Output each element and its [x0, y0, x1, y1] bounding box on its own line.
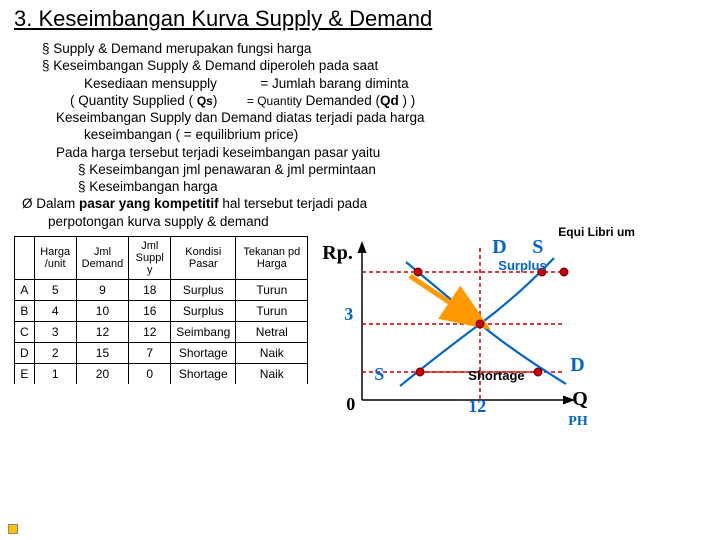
cell: 10: [76, 301, 129, 322]
qs-a: ( Quantity Supplied (: [70, 93, 193, 108]
arp-c: hal tersebut terjadi pada: [219, 196, 368, 211]
lbl-shortage: Shortage: [468, 368, 524, 383]
lbl-s-bottom: S: [374, 364, 384, 385]
hdr-1: Jml Demand: [76, 237, 129, 280]
cell: 2: [34, 343, 76, 364]
qs-e: ) ): [399, 93, 416, 108]
cell: 3: [34, 322, 76, 343]
qs-label: Qs: [197, 94, 213, 108]
cell: 15: [76, 343, 129, 364]
sub-b: = Jumlah barang diminta: [260, 76, 408, 91]
row-lbl: D: [15, 343, 35, 364]
cell: 12: [76, 322, 129, 343]
hdr-4: Tekanan pd Harga: [236, 237, 308, 280]
table-row: A 5 9 18 Surplus Turun: [15, 280, 308, 301]
cell: 9: [76, 280, 129, 301]
cell: 20: [76, 364, 129, 385]
cell: 5: [34, 280, 76, 301]
footer-marker-icon: [8, 524, 18, 534]
table-header-row: Harga /unit Jml Demand Jml Suppl y Kondi…: [15, 237, 308, 280]
lbl-rp: Rp.: [322, 242, 353, 265]
row-lbl: B: [15, 301, 35, 322]
cell: 7: [129, 343, 171, 364]
arp-b: pasar yang kompetitif: [79, 196, 219, 211]
row-lbl: E: [15, 364, 35, 385]
qs-d: Demanded (: [302, 93, 380, 108]
cell: Shortage: [171, 343, 236, 364]
bullet-3: Keseimbangan jml penawaran & jml permint…: [92, 161, 706, 178]
row-lbl: A: [15, 280, 35, 301]
bullet-2: Keseimbangan Supply & Demand diperoleh p…: [56, 57, 706, 74]
arp-a: Dalam: [36, 196, 79, 211]
cell: 0: [129, 364, 171, 385]
lbl-d-top: D: [492, 236, 506, 259]
qs-c: = Quantity: [247, 94, 302, 108]
cell: Netral: [236, 322, 308, 343]
subline-qs: ( Quantity Supplied ( Qs) = Quantity Dem…: [70, 92, 706, 109]
cell: Shortage: [171, 364, 236, 385]
cell: 1: [34, 364, 76, 385]
lbl-three: 3: [344, 304, 353, 325]
lbl-ph: PH: [568, 414, 587, 430]
hdr-2: Jml Suppl y: [129, 237, 171, 280]
cell: Naik: [236, 343, 308, 364]
cell: Turun: [236, 280, 308, 301]
para-eq2: keseimbangan ( = equilibrium price): [84, 126, 706, 143]
bullet-4: Keseimbangan harga: [92, 178, 706, 195]
table-row: B 4 10 16 Surplus Turun: [15, 301, 308, 322]
para-eq3: Pada harga tersebut terjadi keseimbangan…: [56, 144, 706, 161]
hdr-blank: [15, 237, 35, 280]
chart-svg: [314, 236, 594, 432]
lbl-q: Q: [572, 388, 588, 411]
cell: Surplus: [171, 301, 236, 322]
lbl-zero: 0: [346, 394, 355, 415]
qd-label: Qd: [380, 93, 399, 108]
para-eq1: Keseimbangan Supply dan Demand diatas te…: [56, 109, 706, 126]
hdr-3: Kondisi Pasar: [171, 237, 236, 280]
sub-a: Kesediaan mensupply: [84, 76, 217, 91]
cell: Naik: [236, 364, 308, 385]
supply-demand-chart: Rp. D S Equi Libri um Surplus 3 S D Shor…: [314, 236, 594, 432]
cell: Surplus: [171, 280, 236, 301]
table-row: C 3 12 12 Seimbang Netral: [15, 322, 308, 343]
cell: Turun: [236, 301, 308, 322]
data-table: Harga /unit Jml Demand Jml Suppl y Kondi…: [14, 236, 308, 384]
qs-b: ): [213, 93, 218, 108]
bullet-1: Supply & Demand merupakan fungsi harga: [56, 40, 706, 57]
cell: Seimbang: [171, 322, 236, 343]
hdr-0: Harga /unit: [34, 237, 76, 280]
lbl-d-right: D: [570, 354, 584, 377]
lbl-twelve: 12: [468, 396, 486, 417]
lbl-surplus: Surplus: [498, 258, 546, 273]
cell: 16: [129, 301, 171, 322]
subline-supply: Kesediaan mensupply = Jumlah barang dimi…: [84, 75, 706, 92]
row-lbl: C: [15, 322, 35, 343]
slide-title: 3. Keseimbangan Kurva Supply & Demand: [14, 6, 706, 32]
arrow-line: Dalam pasar yang kompetitif hal tersebut…: [36, 195, 706, 212]
lbl-equi: Equi Libri um: [558, 226, 635, 239]
body-text: Supply & Demand merupakan fungsi harga K…: [14, 40, 706, 230]
table-row-cut: E 1 20 0 Shortage Naik: [15, 364, 308, 385]
cell: 12: [129, 322, 171, 343]
lbl-s-top: S: [532, 236, 543, 259]
cell: 4: [34, 301, 76, 322]
cell: 18: [129, 280, 171, 301]
data-table-wrap: Harga /unit Jml Demand Jml Suppl y Kondi…: [14, 236, 308, 432]
table-row: D 2 15 7 Shortage Naik: [15, 343, 308, 364]
